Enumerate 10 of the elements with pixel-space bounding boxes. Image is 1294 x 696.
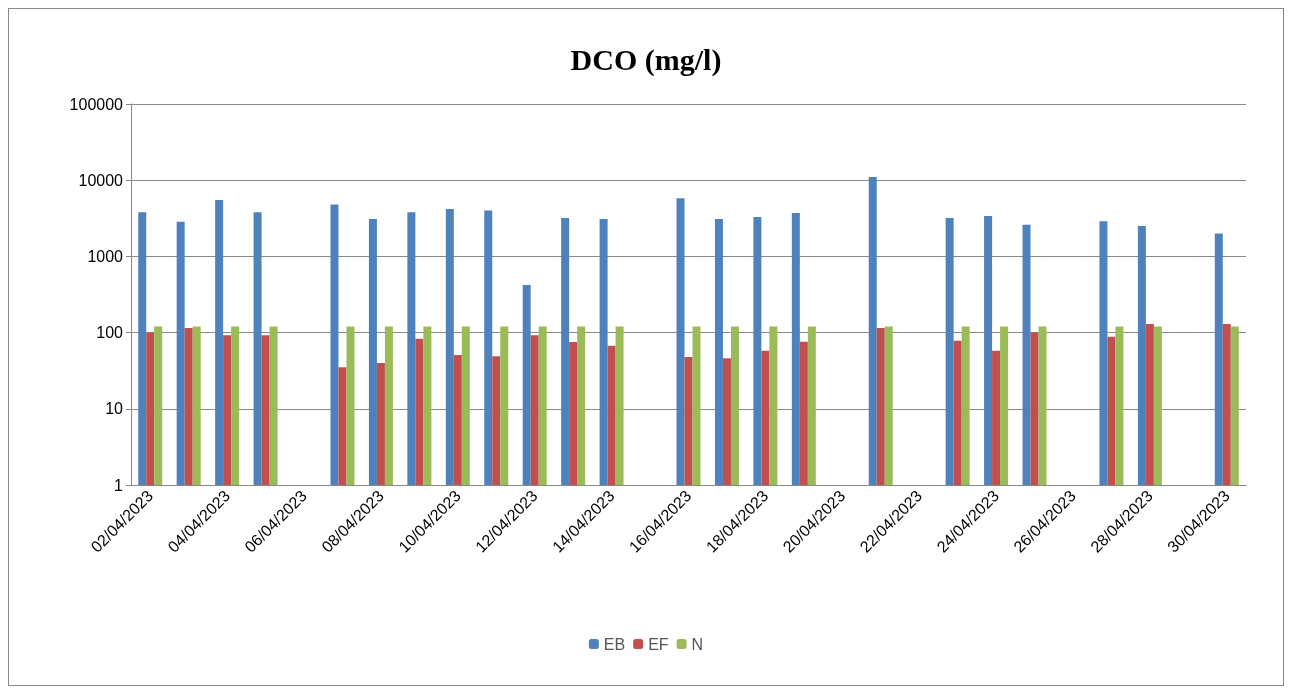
chart-title: DCO (mg/l) bbox=[570, 42, 722, 77]
y-tick-label: 10000 bbox=[78, 171, 124, 189]
y-tick-label: 1000 bbox=[87, 247, 124, 265]
y-tick-label: 100 bbox=[96, 324, 124, 342]
legend-label: N bbox=[691, 635, 704, 653]
y-tick-label: 10 bbox=[105, 400, 124, 418]
y-tick-label: 100000 bbox=[69, 95, 124, 113]
legend-label: EF bbox=[648, 635, 669, 653]
y-tick-label: 1 bbox=[114, 476, 124, 494]
legend-label: EB bbox=[603, 635, 626, 653]
